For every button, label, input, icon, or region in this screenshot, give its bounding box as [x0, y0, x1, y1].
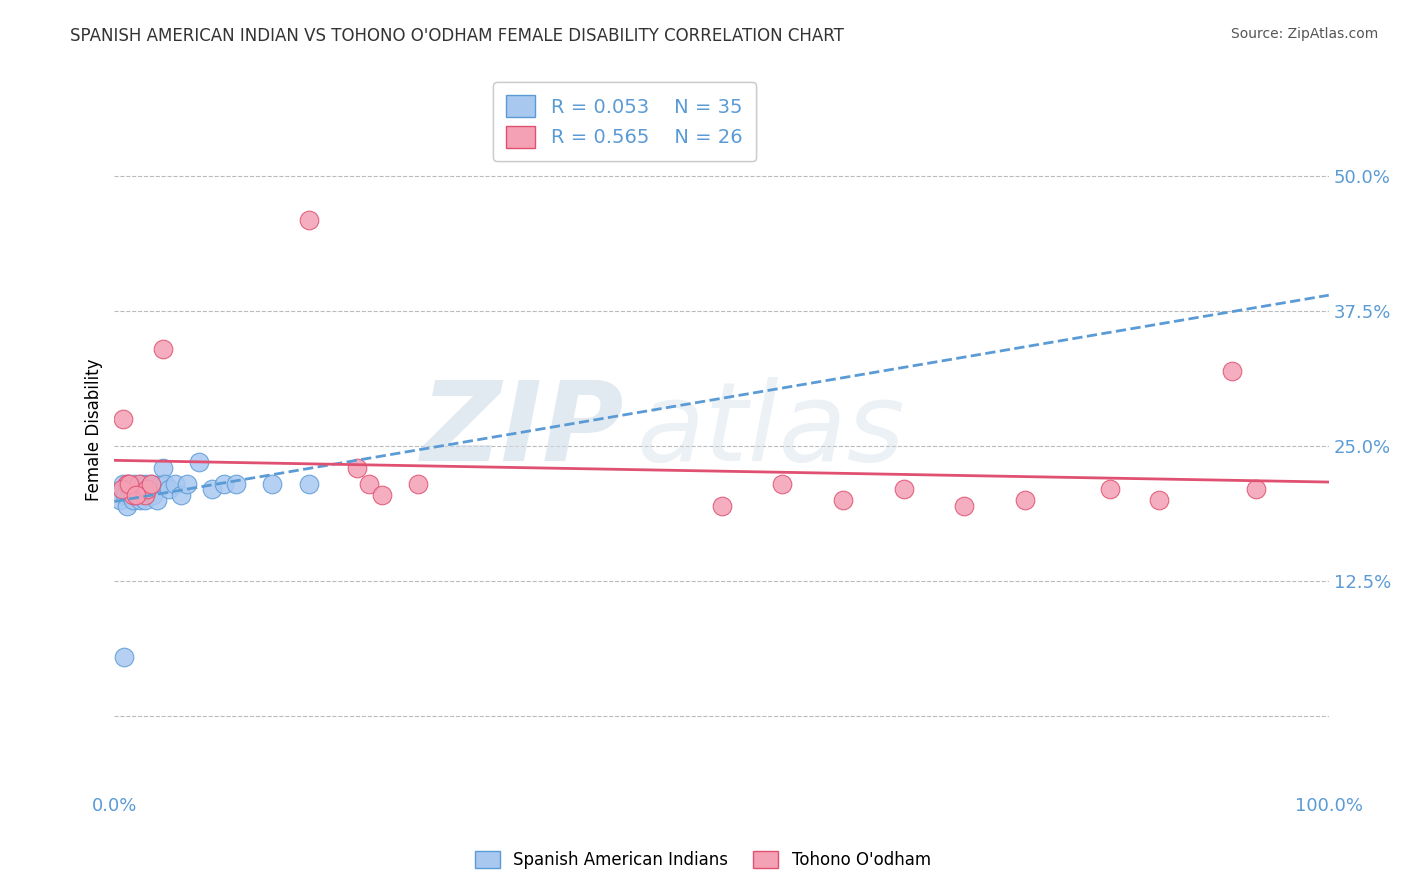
Text: SPANISH AMERICAN INDIAN VS TOHONO O'ODHAM FEMALE DISABILITY CORRELATION CHART: SPANISH AMERICAN INDIAN VS TOHONO O'ODHA…	[70, 27, 844, 45]
Point	[1244, 483, 1267, 497]
Point	[120, 488, 142, 502]
Point	[170, 488, 193, 502]
Point	[225, 477, 247, 491]
Point	[134, 488, 156, 502]
Point	[131, 483, 153, 497]
Point	[129, 477, 152, 491]
Point	[121, 488, 143, 502]
Point	[152, 461, 174, 475]
Point	[298, 212, 321, 227]
Point	[136, 483, 159, 497]
Point	[129, 493, 152, 508]
Point	[134, 493, 156, 508]
Point	[152, 342, 174, 356]
Point	[111, 483, 134, 497]
Point	[112, 483, 135, 497]
Point	[149, 477, 172, 491]
Point	[125, 483, 148, 497]
Point	[118, 477, 141, 491]
Point	[155, 477, 177, 491]
Point	[710, 499, 733, 513]
Point	[125, 488, 148, 502]
Point	[359, 477, 381, 491]
Point	[115, 499, 138, 513]
Legend: Spanish American Indians, Tohono O'odham: Spanish American Indians, Tohono O'odham	[465, 841, 941, 880]
Point	[111, 412, 134, 426]
Point	[298, 477, 321, 491]
Point	[1220, 364, 1243, 378]
Point	[165, 477, 187, 491]
Point	[212, 477, 235, 491]
Point	[893, 483, 915, 497]
Point	[146, 493, 169, 508]
Point	[122, 477, 145, 491]
Point	[139, 477, 162, 491]
Point	[346, 461, 368, 475]
Point	[262, 477, 284, 491]
Point	[176, 477, 198, 491]
Text: ZIP: ZIP	[420, 376, 624, 483]
Point	[112, 649, 135, 664]
Point	[139, 477, 162, 491]
Point	[953, 499, 976, 513]
Point	[111, 477, 134, 491]
Point	[200, 483, 222, 497]
Y-axis label: Female Disability: Female Disability	[86, 359, 103, 501]
Point	[1014, 493, 1036, 508]
Point	[117, 477, 139, 491]
Point	[138, 483, 160, 497]
Point	[142, 488, 165, 502]
Point	[832, 493, 855, 508]
Point	[406, 477, 429, 491]
Text: Source: ZipAtlas.com: Source: ZipAtlas.com	[1230, 27, 1378, 41]
Point	[770, 477, 793, 491]
Point	[157, 483, 180, 497]
Point	[114, 488, 136, 502]
Point	[110, 493, 132, 508]
Point	[121, 493, 143, 508]
Point	[128, 488, 150, 502]
Legend: R = 0.053    N = 35, R = 0.565    N = 26: R = 0.053 N = 35, R = 0.565 N = 26	[492, 82, 756, 161]
Point	[135, 477, 157, 491]
Point	[128, 477, 150, 491]
Point	[370, 488, 392, 502]
Point	[1099, 483, 1122, 497]
Point	[118, 483, 141, 497]
Point	[115, 477, 138, 491]
Text: atlas: atlas	[637, 376, 905, 483]
Point	[1147, 493, 1170, 508]
Point	[188, 455, 211, 469]
